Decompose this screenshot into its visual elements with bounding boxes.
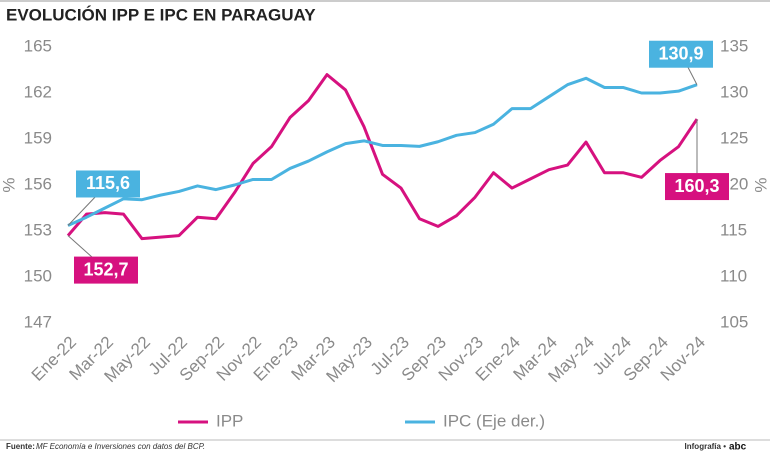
source-label: Fuente: [6,442,35,451]
value-label: 160,3 [674,176,719,196]
y-tick-label: 153 [24,220,52,239]
y-tick-label: 150 [24,266,52,285]
y2-tick-label: 130 [720,82,748,101]
credit: Infografía • [685,442,727,451]
series-line [67,76,698,227]
callout-box [76,170,140,198]
series-line [66,73,699,241]
y2-tick-label: 105 [720,312,748,331]
y-tick-label: 159 [24,128,52,147]
y-tick-label: 147 [24,312,52,331]
value-label: 152,7 [83,259,128,279]
chart-title: EVOLUCIÓN IPP E IPC EN PARAGUAY [6,5,316,24]
y2-axis-label: % [751,177,770,192]
logo: abc [729,442,747,453]
y2-tick-label: 110 [720,266,747,285]
callout-box [649,40,713,68]
source: MF Economía e Inversiones con datos del … [36,442,205,451]
value-label: 115,6 [86,173,130,193]
legend-label: IPP [216,411,243,430]
y2-tick-label: 115 [720,220,747,239]
y-tick-label: 165 [24,36,52,55]
value-label: 130,9 [658,43,703,63]
callout-box [74,256,138,284]
y2-tick-label: 135 [720,36,748,55]
legend-label: IPC (Eje der.) [443,411,545,430]
callout-box [665,173,729,201]
y-tick-label: 162 [24,82,52,101]
y-tick-label: 156 [24,174,52,193]
y-axis-label: % [0,177,18,192]
y2-tick-label: 125 [720,128,748,147]
